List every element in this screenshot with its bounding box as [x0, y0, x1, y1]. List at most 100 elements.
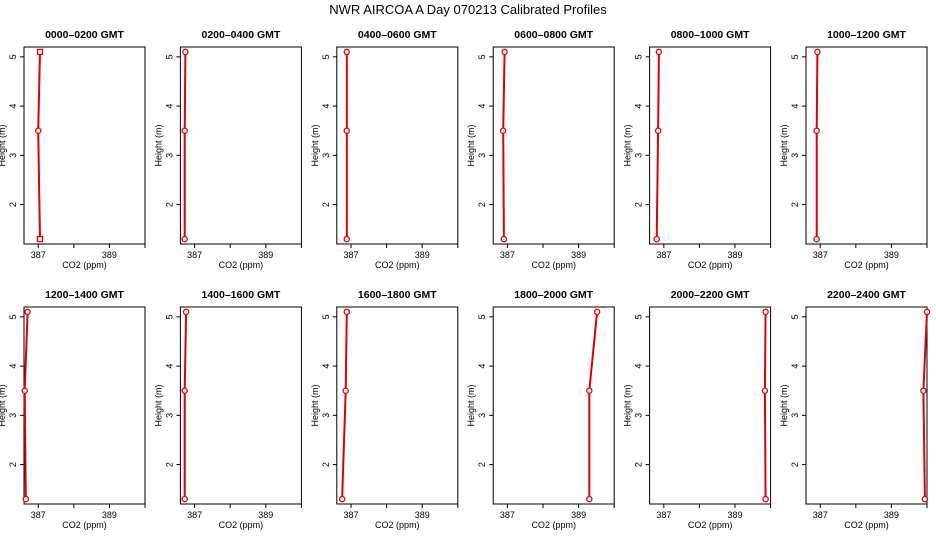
y-tick-label: 2: [634, 462, 644, 467]
y-tick-label: 2: [8, 462, 18, 467]
y-tick-label: 4: [790, 104, 800, 109]
profile-point: [343, 48, 351, 56]
profile-point: [343, 127, 351, 134]
profile-point: [24, 308, 31, 316]
x-tick-label: 387: [656, 510, 671, 520]
y-tick-label: 4: [790, 364, 800, 369]
y-tick-label: 3: [321, 413, 331, 418]
x-tick-label: 389: [884, 250, 899, 260]
profile-point: [762, 308, 769, 316]
panel-title: 0400–0600 GMT: [358, 29, 437, 41]
y-tick-label: 4: [477, 364, 487, 369]
profile-point: [813, 235, 820, 243]
profile-line: [183, 311, 188, 500]
y-tick-label: 3: [477, 413, 487, 418]
profile-point: [814, 48, 821, 56]
x-tick-label: 387: [31, 250, 46, 260]
x-axis-label: CO2 (ppm): [375, 260, 420, 270]
y-tick-label: 3: [164, 413, 174, 418]
profile-line: [341, 311, 348, 500]
y-tick-label: 4: [8, 364, 18, 369]
x-tick-label: 389: [415, 250, 430, 260]
profile-point: [343, 235, 351, 243]
profile-point: [920, 387, 927, 394]
panel-title: 1200–1400 GMT: [45, 289, 124, 301]
y-tick-label: 4: [164, 364, 174, 369]
y-tick-label: 2: [477, 202, 487, 207]
x-tick-label: 387: [31, 510, 46, 520]
y-axis-label: Height (m): [779, 384, 789, 426]
panel-title: 2200–2400 GMT: [827, 289, 906, 301]
x-tick-label: 389: [571, 250, 586, 260]
x-tick-label: 389: [727, 250, 742, 260]
plot-frame: [336, 46, 459, 245]
x-tick-label: 387: [813, 250, 828, 260]
panel-title: 0800–1000 GMT: [671, 29, 750, 41]
y-axis-label: Height (m): [310, 124, 320, 166]
y-tick-label: 2: [8, 202, 18, 207]
profile-point: [343, 308, 351, 316]
profile-point: [342, 387, 349, 394]
y-tick-label: 3: [790, 413, 800, 418]
profile-line: [655, 51, 660, 240]
y-tick-label: 3: [321, 153, 331, 158]
x-tick-label: 389: [727, 510, 742, 520]
x-tick-label: 389: [102, 250, 117, 260]
y-tick-label: 4: [321, 364, 331, 369]
profile-point: [181, 495, 188, 503]
profile-point: [338, 495, 346, 503]
panel-title: 0000–0200 GMT: [45, 29, 124, 41]
x-axis-label: CO2 (ppm): [219, 520, 264, 530]
profile-point: [181, 127, 188, 134]
y-tick-label: 2: [790, 202, 800, 207]
profile-point: [655, 48, 663, 56]
y-tick-label: 3: [8, 153, 18, 158]
profile-point: [182, 48, 189, 56]
y-tick-label: 2: [321, 462, 331, 467]
y-tick-label: 4: [634, 104, 644, 109]
y-axis-label: Height (m): [623, 124, 633, 166]
y-tick-label: 2: [790, 462, 800, 467]
x-axis-label: CO2 (ppm): [688, 260, 733, 270]
x-tick-label: 389: [258, 510, 273, 520]
y-axis-label: Height (m): [623, 384, 633, 426]
x-tick-label: 387: [344, 510, 359, 520]
profile-point: [21, 387, 28, 394]
y-axis-label: Height (m): [466, 384, 476, 426]
x-tick-label: 387: [187, 510, 202, 520]
x-tick-label: 389: [102, 510, 117, 520]
plot-frame: [492, 306, 615, 505]
profile-point: [654, 127, 662, 134]
y-tick-label: 3: [164, 153, 174, 158]
y-tick-label: 5: [8, 314, 18, 319]
y-tick-label: 5: [164, 54, 174, 59]
y-tick-label: 3: [634, 413, 644, 418]
y-axis-label: Height (m): [310, 384, 320, 426]
y-tick-label: 5: [321, 314, 331, 319]
y-tick-label: 5: [164, 314, 174, 319]
profile-point: [921, 495, 929, 503]
x-tick-label: 387: [813, 510, 828, 520]
plot-frame: [805, 306, 928, 505]
y-tick-label: 2: [477, 462, 487, 467]
x-axis-label: CO2 (ppm): [844, 520, 889, 530]
profile-point: [586, 387, 593, 394]
profile-point: [761, 387, 769, 394]
panel-title: 2000–2200 GMT: [671, 289, 750, 301]
y-tick-label: 5: [634, 54, 644, 59]
y-axis-label: Height (m): [779, 124, 789, 166]
profile-line: [815, 51, 819, 240]
profile-line: [23, 311, 29, 500]
x-axis-label: CO2 (ppm): [62, 260, 107, 270]
y-tick-label: 5: [790, 54, 800, 59]
